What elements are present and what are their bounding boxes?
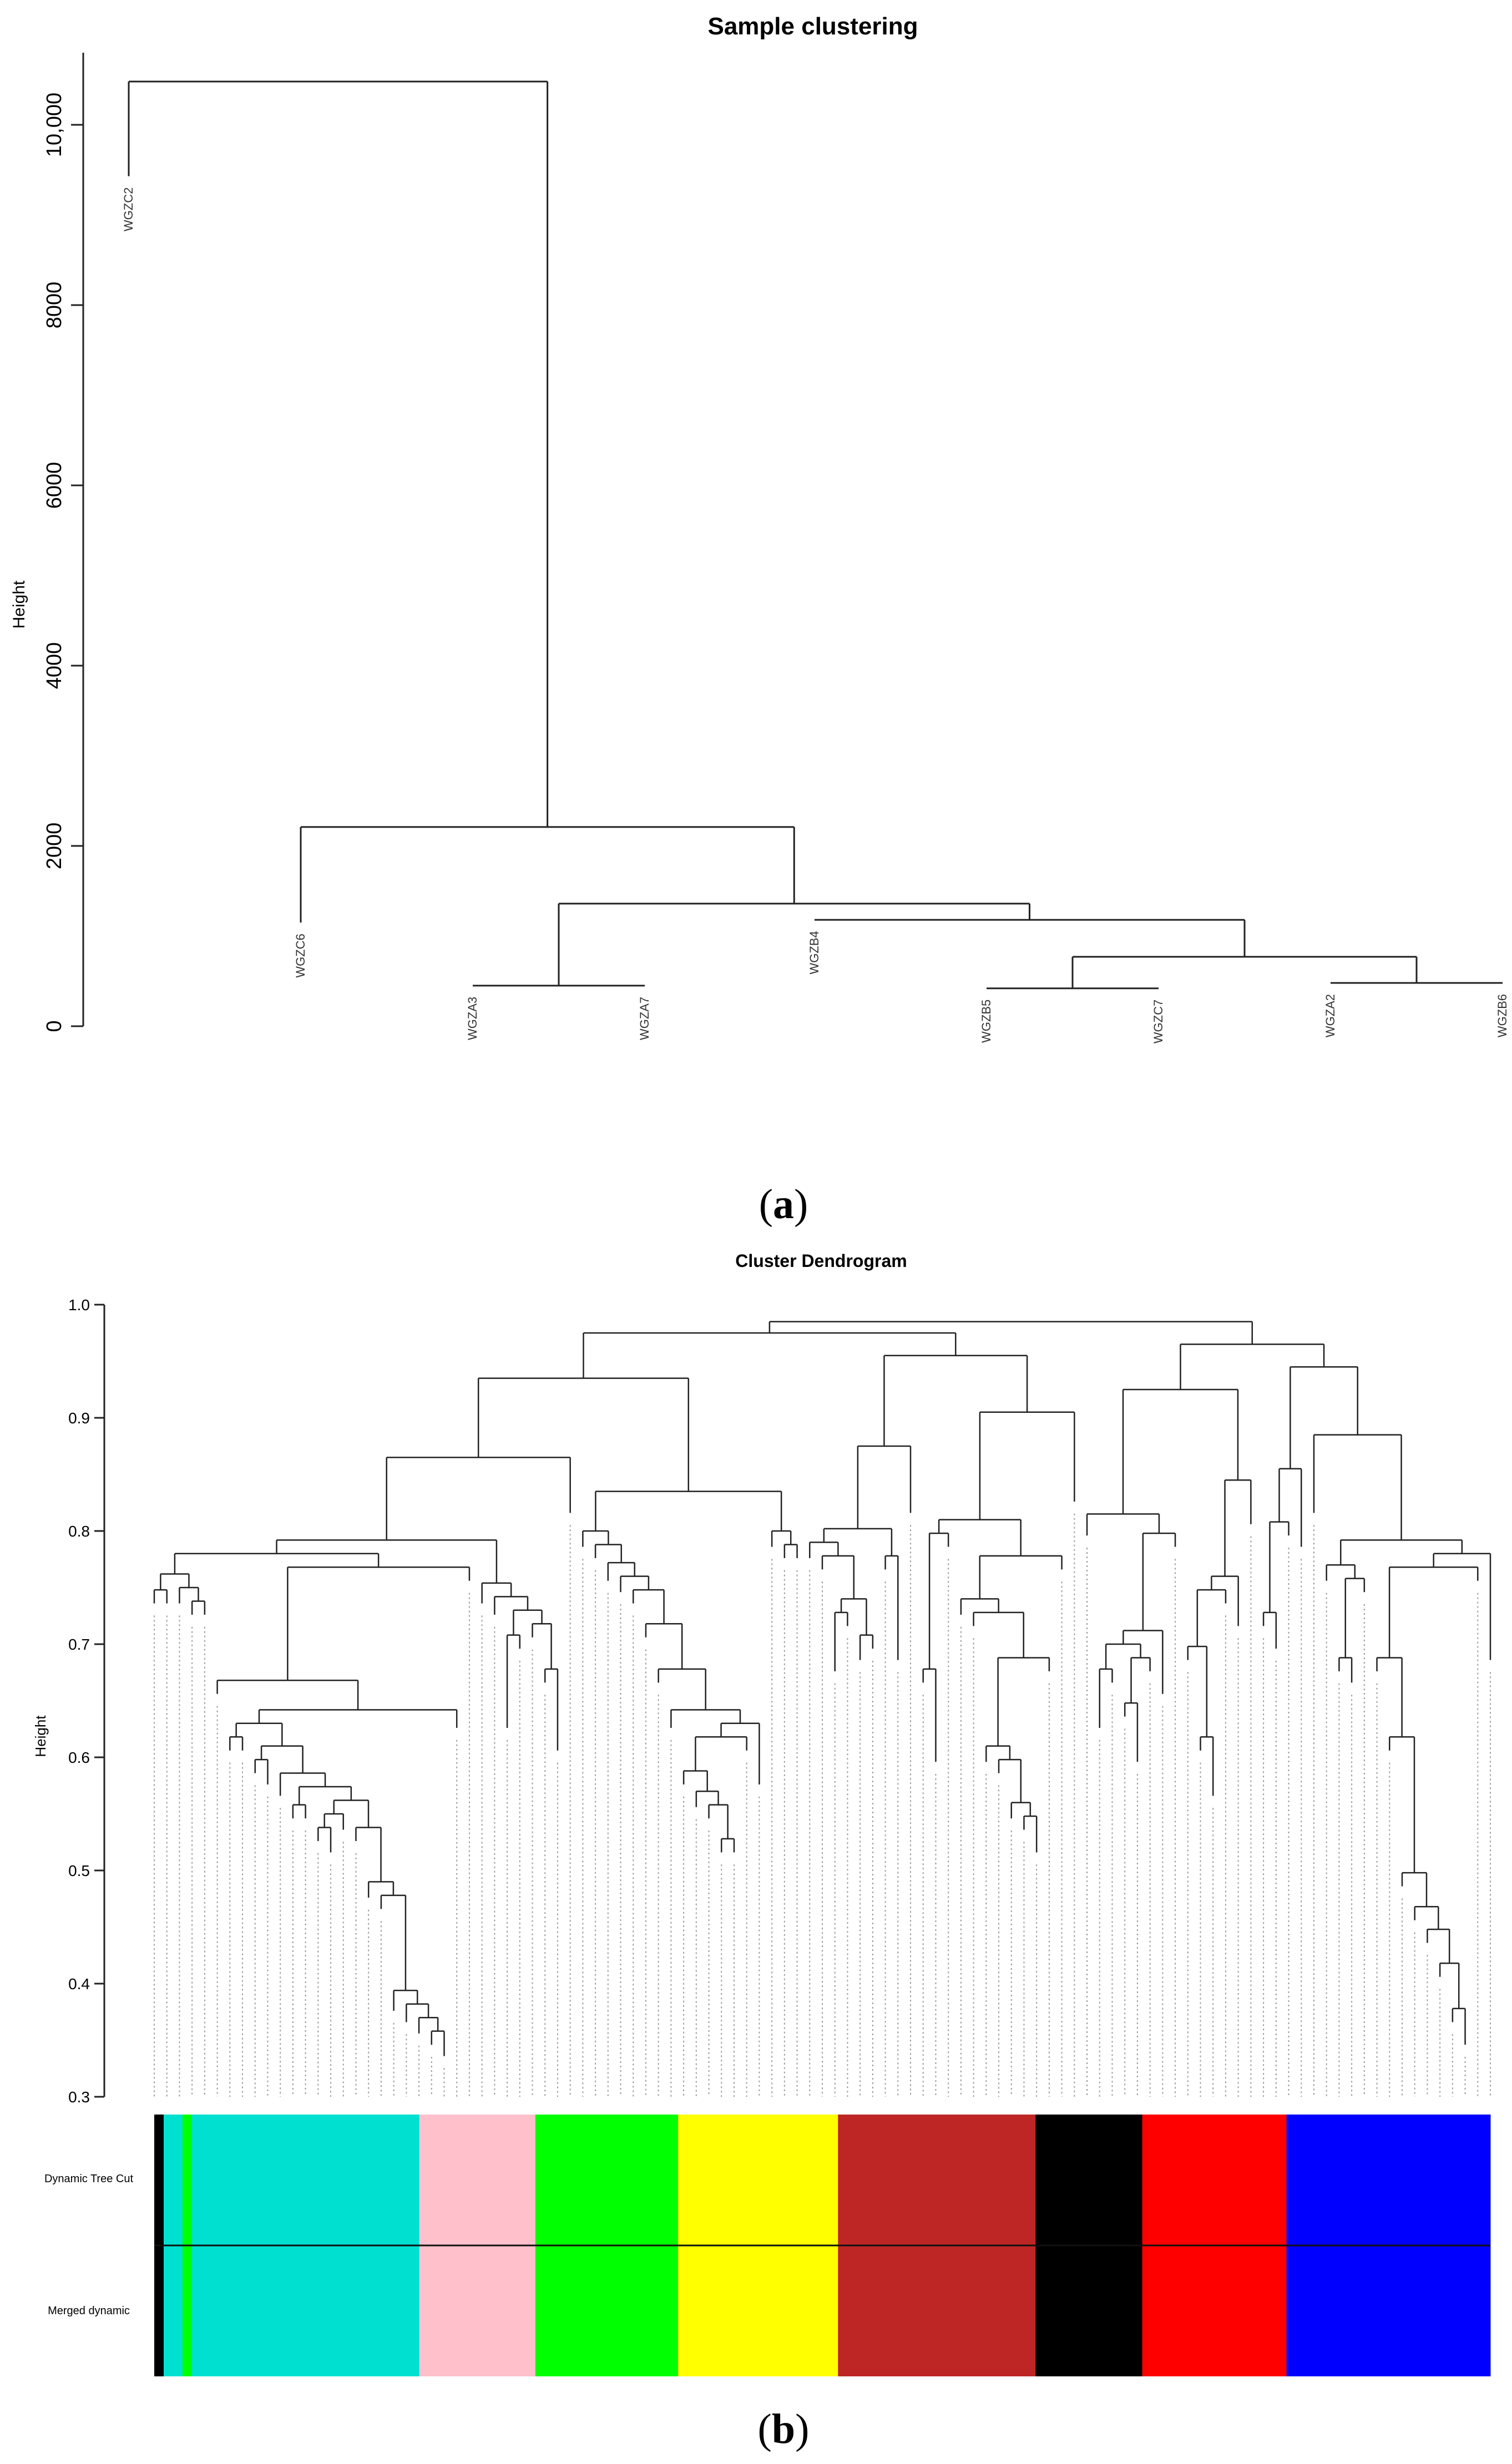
leaf-label: WGZA3 bbox=[466, 997, 479, 1040]
panel-a-leaf-labels: WGZC2 WGZC6 WGZA3 WGZA7 WGZB4 WGZB5 WGZC7 WGZA2… bbox=[122, 187, 1509, 1044]
module-color-merged-dynamic bbox=[191, 2245, 420, 2376]
y-tick-label: 0.8 bbox=[68, 1523, 90, 1540]
leaf-label: WGZA2 bbox=[1323, 994, 1337, 1037]
y-tick-label: 0.3 bbox=[68, 2088, 90, 2106]
module-color-merged-dynamic bbox=[1286, 2245, 1491, 2376]
leaf-label: WGZA7 bbox=[638, 997, 651, 1040]
y-tick-label: 0.5 bbox=[68, 1862, 90, 1879]
module-color-merged-dynamic bbox=[419, 2245, 536, 2376]
module-color-dynamic-tree-cut bbox=[191, 2115, 420, 2245]
panel-a-label: (a) bbox=[759, 1181, 808, 1228]
module-color-dynamic-tree-cut bbox=[182, 2115, 193, 2245]
y-tick-label: 10,000 bbox=[43, 93, 66, 157]
panel-a-y-axis: 0 2000 4000 6000 8000 10,000 bbox=[43, 53, 84, 1032]
panel-b: Cluster Dendrogram Height 0.30.40.50.60.… bbox=[32, 1251, 1491, 2452]
module-color-dynamic-tree-cut bbox=[535, 2115, 679, 2245]
module-color-dynamic-tree-cut bbox=[419, 2115, 536, 2245]
module-color-merged-dynamic bbox=[535, 2245, 679, 2376]
panel-b-module-colors bbox=[154, 2115, 1491, 2376]
module-color-merged-dynamic bbox=[1035, 2245, 1143, 2376]
row-label-merged-dynamic: Merged dynamic bbox=[48, 2305, 130, 2317]
y-tick-label: 0.9 bbox=[68, 1410, 90, 1427]
panel-b-label: (b) bbox=[758, 2406, 810, 2452]
panel-a: Sample clustering Height 0 2000 4000 6000 80… bbox=[10, 13, 1509, 1228]
leaf-label: WGZC2 bbox=[122, 187, 135, 231]
panel-a-dendrogram bbox=[128, 80, 1503, 990]
module-color-merged-dynamic bbox=[1142, 2245, 1287, 2376]
panel-b-dendrogram bbox=[153, 1321, 1491, 2056]
leaf-label: WGZB4 bbox=[807, 931, 821, 974]
module-color-merged-dynamic bbox=[677, 2245, 838, 2376]
leaf-label: WGZB5 bbox=[979, 1000, 993, 1043]
y-tick-label: 0.7 bbox=[68, 1636, 90, 1653]
panel-a-title: Sample clustering bbox=[707, 13, 918, 40]
panel-b-ylabel: Height bbox=[32, 1715, 49, 1757]
panel-a-letter: a bbox=[773, 1181, 794, 1228]
panel-b-title: Cluster Dendrogram bbox=[735, 1251, 907, 1271]
y-tick-label: 0.6 bbox=[68, 1749, 90, 1766]
y-tick-label: 6000 bbox=[43, 462, 66, 509]
panel-b-letter: b bbox=[772, 2406, 795, 2452]
y-tick-label: 0 bbox=[43, 1020, 66, 1032]
y-tick-label: 4000 bbox=[43, 642, 66, 689]
panel-b-y-axis: 0.3 0.4 0.5 0.6 0.7 0.8 0.9 1.0 bbox=[68, 1296, 105, 2106]
module-color-dynamic-tree-cut bbox=[1035, 2115, 1143, 2245]
module-color-merged-dynamic bbox=[838, 2245, 1036, 2376]
module-color-merged-dynamic bbox=[154, 2245, 164, 2376]
module-color-dynamic-tree-cut bbox=[154, 2115, 164, 2245]
y-tick-label: 1.0 bbox=[68, 1296, 90, 1314]
module-color-merged-dynamic bbox=[163, 2245, 183, 2376]
leaf-label: WGZB6 bbox=[1495, 994, 1509, 1037]
y-tick-label: 8000 bbox=[43, 282, 66, 329]
panel-a-ylabel: Height bbox=[10, 580, 28, 628]
module-color-dynamic-tree-cut bbox=[1286, 2115, 1491, 2245]
y-tick-label: 0.4 bbox=[68, 1975, 90, 1993]
leaf-label: WGZC6 bbox=[294, 934, 307, 977]
module-color-merged-dynamic bbox=[182, 2245, 193, 2376]
y-tick-label: 2000 bbox=[43, 823, 66, 870]
module-color-dynamic-tree-cut bbox=[1142, 2115, 1287, 2245]
module-color-dynamic-tree-cut bbox=[163, 2115, 183, 2245]
row-label-dynamic-tree-cut: Dynamic Tree Cut bbox=[44, 2173, 133, 2185]
module-color-dynamic-tree-cut bbox=[838, 2115, 1036, 2245]
panel-b-leaf-stems bbox=[154, 1513, 1491, 2097]
leaf-label: WGZC7 bbox=[1151, 1000, 1165, 1043]
module-color-dynamic-tree-cut bbox=[677, 2115, 838, 2245]
